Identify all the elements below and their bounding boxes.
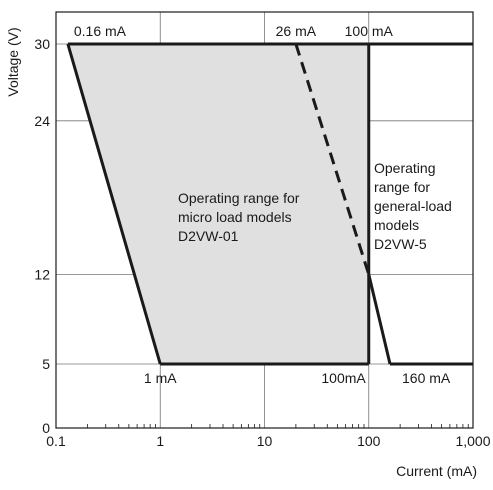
y-tick-label: 24 <box>34 113 50 129</box>
y-tick-label: 12 <box>34 266 50 282</box>
value-annotation: 100 mA <box>345 23 394 39</box>
x-axis-label: Current (mA) <box>396 463 477 479</box>
plot-frame <box>55 11 474 429</box>
y-axis-ticks: 0 5 12 24 30 <box>34 36 50 436</box>
general-dashed-boundary <box>294 43 371 275</box>
value-annotation: 160 mA <box>402 370 451 386</box>
region-labels: Operating range for micro load models D2VW… <box>178 160 452 252</box>
general-region-label: Operating range for general-load models D2VW… <box>374 160 452 252</box>
general-region-label-line: range for <box>374 179 430 195</box>
value-annotation: 26 mA <box>276 23 317 39</box>
micro-load-region-fill <box>67 44 369 364</box>
micro-left-edge <box>66 43 162 365</box>
x-tick-label: 1 <box>156 433 164 449</box>
x-tick-label: 1,000 <box>455 433 490 449</box>
micro-region-label: Operating range for micro load models D2VW… <box>178 190 300 244</box>
general-solid-boundary <box>367 274 392 365</box>
micro-region-label-line: micro load models <box>178 209 292 225</box>
value-annotation: 100mA <box>321 370 366 386</box>
x-tick-label: 10 <box>257 433 273 449</box>
operating-regions <box>66 42 473 366</box>
micro-region-label-line: D2VW-01 <box>178 228 239 244</box>
y-tick-label: 5 <box>42 356 50 372</box>
y-axis-label: Voltage (V) <box>5 27 21 96</box>
x-axis-ticks: 0.1 1 10 100 1,000 <box>46 424 491 449</box>
general-region-label-line: Operating <box>374 160 435 176</box>
x-tick-label: 0.1 <box>46 433 66 449</box>
y-tick-label: 0 <box>42 420 50 436</box>
y-tick-label: 30 <box>34 36 50 52</box>
value-annotation: 1 mA <box>144 370 177 386</box>
micro-region-label-line: Operating range for <box>178 190 300 206</box>
general-region-label-line: general-load <box>374 198 452 214</box>
general-region-label-line: models <box>374 217 419 233</box>
x-tick-label: 100 <box>357 433 381 449</box>
annotations: 0.16 mA 26 mA 100 mA 1 mA 100mA 160 mA <box>74 23 451 386</box>
general-region-label-line: D2VW-5 <box>374 236 427 252</box>
value-annotation: 0.16 mA <box>74 23 127 39</box>
